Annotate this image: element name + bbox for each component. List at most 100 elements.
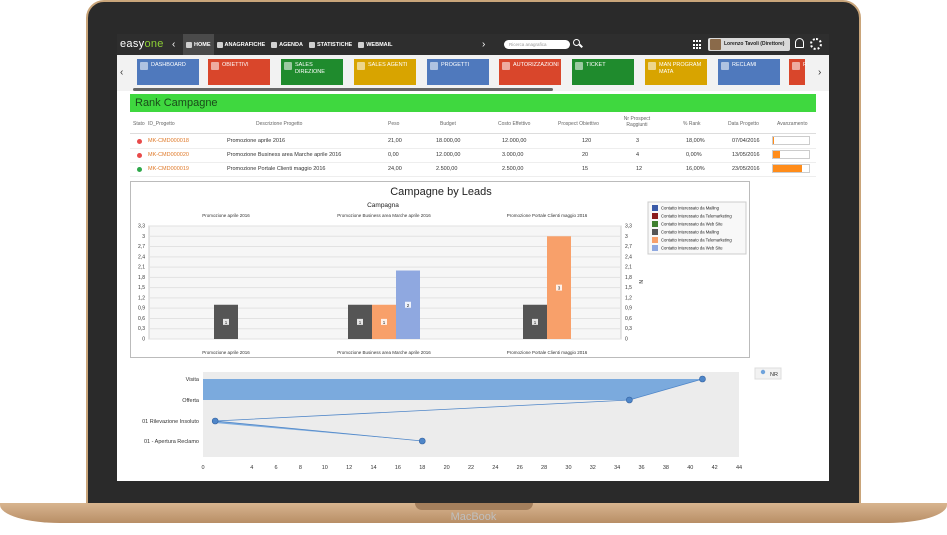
gear-icon[interactable] [810,38,822,50]
pipeline-area-chart: Visita Offerta 01 Rilevazione Insoluto 01 -… [142,367,782,471]
chevron-left-icon[interactable]: ‹ [172,39,176,50]
app-logo[interactable]: easyone [120,38,164,50]
tile-reclami[interactable]: RECLAMI [718,59,780,85]
search-icon[interactable] [573,39,580,46]
tile-icon [140,62,148,70]
bell-icon[interactable] [795,38,804,48]
rank-title: Rank Campagne [130,94,816,112]
tile-obiettivi[interactable]: OBIETTIVI [208,59,270,85]
status-dot [137,166,142,172]
cell-id[interactable]: MK-CMD000019 [148,166,189,172]
menu-home-label: HOME [194,41,211,48]
area-band [203,379,703,400]
x-tick-label: 36 [638,465,644,471]
legend-box [647,201,747,255]
column-header[interactable]: Budget [440,121,456,127]
tile-r[interactable]: R [789,59,807,85]
y-tick-label-right: 1,8 [625,275,632,281]
chevron-right-icon[interactable]: › [482,39,486,50]
chevron-right-icon[interactable]: › [818,67,822,78]
tile-label: OBIETTIVI [222,62,249,68]
column-header[interactable]: % Rank [683,121,701,127]
tile-ticket[interactable]: TICKET [572,59,634,85]
menu-statistiche[interactable]: STATISTICHE [306,34,355,55]
chevron-left-icon[interactable]: ‹ [120,67,124,78]
cell-id[interactable]: MK-CMD000018 [148,138,189,144]
status-dot [137,152,142,158]
legend-swatch [652,205,658,211]
table-row[interactable]: MK-CMD000019 Promozione Portale Clienti m… [130,162,816,177]
y-tick-label: 0,9 [138,306,145,312]
x-tick-label: 28 [541,465,547,471]
tile-progetti[interactable]: PROGETTI [427,59,489,85]
tile-label: SALES AGENTI [368,62,408,68]
y-tick-label-right: 1,2 [625,295,632,301]
main-menu: HOME ANAGRAFICHE AGENDA STATISTICHE WEBM… [183,34,396,55]
tile-icon [357,62,365,70]
y-tick-label-right: 2,4 [625,254,632,260]
category-label: Offerta [182,398,200,404]
x-tick-label: 14 [370,465,376,471]
tile-sales-agenti[interactable]: SALES AGENTI [354,59,416,85]
x-tick-label: 12 [346,465,352,471]
menu-statistiche-label: STATISTICHE [316,41,353,48]
series-line [215,378,703,442]
logo-text-b: one [144,38,164,50]
tile-dashboard[interactable]: DASHBOARD [137,59,199,85]
calendar-icon [271,41,278,48]
table-row[interactable]: MK-CMD000018 Promozione aprile 2016 21,00 1… [130,134,816,149]
legend-swatch [652,245,658,251]
cell-budget: 2.500,00 [436,166,458,172]
tiles-scrollbar[interactable] [133,88,553,91]
column-header[interactable]: Descrizione Progetto [256,121,303,127]
column-header[interactable]: Data Progetto [728,121,759,127]
tile-label: TICKET [586,62,606,68]
cell-id[interactable]: MK-CMD000020 [148,152,189,158]
legend-item: Contatto Interessato da Telemarketing [661,238,732,243]
legend-item: Contatto Interessato da Mailing [661,230,720,235]
column-header[interactable]: Costo Effettivo [498,121,531,127]
menu-webmail[interactable]: WEBMAIL [355,34,395,55]
tile-sales-direzione[interactable]: SALES DIREZIONE [281,59,343,85]
column-header[interactable]: ID_Progetto [148,121,175,127]
x-tick-label: 16 [395,465,401,471]
y-tick-label: 0,3 [138,326,145,332]
y-tick-label: 3,3 [138,224,145,230]
tile-autorizzazioni[interactable]: AUTORIZZAZIONI [499,59,561,85]
legend-swatch [652,237,658,243]
column-header[interactable]: Peso [388,121,400,127]
x-tick-label: 6 [275,465,278,471]
user-menu[interactable]: Lorenzo Tavoli (Direttore) [708,38,790,51]
column-header[interactable]: Nr Prospect Raggiunti [623,116,651,128]
data-label-bg [405,301,411,308]
category-label-top: Promozione Portale Clienti maggio 2016 [507,213,588,218]
progress-bar [772,136,810,145]
menu-agenda[interactable]: AGENDA [268,34,306,55]
cell-obiettivo: 120 [582,138,592,144]
menu-anagrafiche-label: ANAGRAFICHE [224,41,266,48]
progress-bar [772,164,810,173]
x-tick-label: 38 [663,465,669,471]
search-input[interactable]: Ricerca anagrafica [504,40,570,49]
menu-home[interactable]: HOME [183,34,214,55]
cell-costo: 12.000,00 [502,138,527,144]
tile-man-program-mata[interactable]: MAN PROGRAM MATA [645,59,707,85]
laptop-base [0,503,947,535]
column-header[interactable]: Stato [133,121,145,127]
category-label-top: Promozione Business area Marche aprile 2… [337,213,431,218]
category-label: Visita [186,377,200,383]
data-point [418,437,426,445]
y-tick-label: 2,4 [138,254,145,260]
data-label: 1 [534,320,537,325]
cell-desc: Promozione Business area Marche aprile 2… [227,152,342,158]
menu-anagrafiche[interactable]: ANAGRAFICHE [214,34,269,55]
column-header[interactable]: Avanzamento [777,121,808,127]
apps-grid-icon[interactable] [693,40,703,50]
table-row[interactable]: MK-CMD000020 Promozione Business area Mar… [130,148,816,163]
x-tick-label: 42 [712,465,718,471]
x-tick-label: 22 [468,465,474,471]
column-header[interactable]: Prospect Obiettivo [558,121,599,127]
data-label: 3 [558,286,561,291]
tile-label: SALES DIREZIONE [295,62,325,75]
tile-icon [284,62,292,70]
